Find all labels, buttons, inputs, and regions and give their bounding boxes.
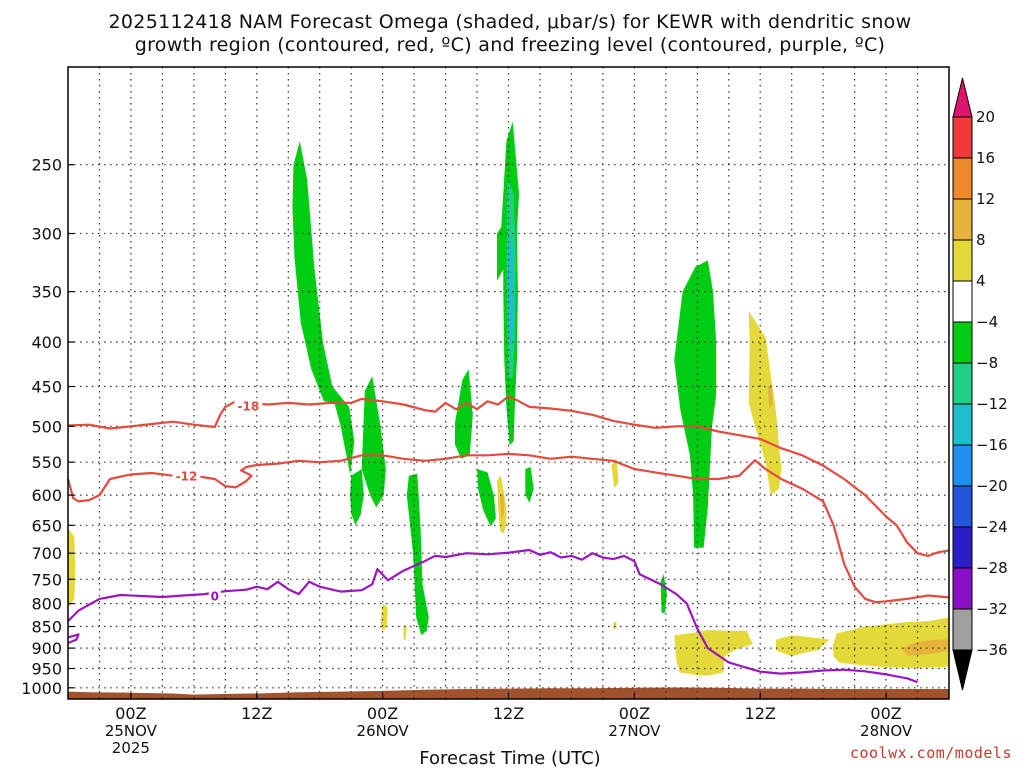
contour-line-0 (67, 395, 950, 557)
x-tick-label-72: 00Z (870, 704, 901, 723)
y-tick-label-800: 800 (31, 595, 62, 614)
y-tick-label-700: 700 (31, 544, 62, 563)
contour-label-bg-2 (208, 588, 221, 603)
colorbar-swatch-8 (952, 444, 973, 487)
colorbar-swatch-4 (952, 280, 973, 323)
x-tick-label-24: 00Z (367, 704, 398, 723)
omega-region-4 (455, 369, 473, 459)
colorbar-swatch-11 (952, 567, 973, 610)
omega-region-18 (613, 622, 617, 629)
omega-region-10 (674, 260, 717, 548)
x-year-label-0: 2025 (112, 739, 150, 757)
colorbar-label-4: 4 (976, 272, 986, 290)
colorbar-label-0: 20 (976, 108, 995, 126)
colorbar-top-arrow (952, 77, 973, 118)
omega-region-1 (361, 376, 386, 508)
contour-label-bg-1 (172, 468, 201, 483)
colorbar-swatch-5 (952, 321, 973, 364)
x-tick-label-12: 12Z (241, 704, 272, 723)
colorbar-label-10: −24 (976, 518, 1008, 536)
y-tick-label-400: 400 (31, 333, 62, 352)
credit-text: coolwx.com/models (850, 744, 1012, 762)
contour-label-0: -18 (238, 399, 260, 413)
colorbar: 20 16 12 8 4 −4 −8 −12 −16 −20 −24 −28 −32 −36 (952, 77, 1008, 691)
x-tick-label-60: 12Z (745, 704, 776, 723)
omega-region-12 (68, 528, 76, 606)
y-tick-label-300: 300 (31, 225, 62, 244)
colorbar-swatch-0 (952, 116, 973, 159)
colorbar-swatch-12 (952, 608, 973, 651)
omega-shading-layer (68, 121, 949, 676)
omega-region-8 (507, 233, 515, 347)
chart-title-line1: 2025112418 NAM Forecast Omega (shaded, μ… (109, 11, 912, 33)
y-tick-label-650: 650 (31, 516, 62, 535)
omega-region-16 (500, 493, 505, 520)
y-tick-label-450: 450 (31, 378, 62, 397)
omega-region-3 (406, 473, 429, 636)
colorbar-label-9: −20 (976, 477, 1008, 495)
omega-region-13 (380, 603, 388, 631)
x-date-label-24: 26NOV (357, 722, 410, 740)
contour-line-2 (67, 548, 918, 684)
colorbar-swatch-7 (952, 403, 973, 446)
colorbar-swatch-1 (952, 157, 973, 200)
x-axis-title: Forecast Time (UTC) (419, 748, 600, 768)
y-tick-label-350: 350 (31, 283, 62, 302)
colorbar-label-12: −32 (976, 600, 1008, 618)
y-tick-label-1000: 1000 (21, 679, 62, 698)
x-tick-label-48: 00Z (619, 704, 650, 723)
omega-region-22 (775, 635, 830, 657)
contour-label-1: -12 (176, 470, 198, 484)
x-date-label-48: 27NOV (608, 722, 661, 740)
colorbar-label-3: 8 (976, 231, 986, 249)
colorbar-swatch-9 (952, 485, 973, 528)
omega-region-23 (832, 617, 949, 668)
colorbar-swatch-10 (952, 526, 973, 569)
colorbar-label-11: −28 (976, 559, 1008, 577)
omega-region-0 (292, 141, 355, 475)
y-tick-label-850: 850 (31, 618, 62, 637)
omega-region-24 (901, 639, 949, 656)
y-tick-label-750: 750 (31, 570, 62, 589)
colorbar-bottom-arrow (952, 649, 973, 691)
colorbar-label-8: −16 (976, 436, 1008, 454)
omega-region-2 (350, 469, 364, 526)
colorbar-label-13: −36 (976, 641, 1008, 659)
x-date-label-0: 25NOV (105, 722, 158, 740)
y-tick-label-500: 500 (31, 417, 62, 436)
contour-label-layer: -18 -12 0 (172, 398, 263, 604)
y-tick-label-250: 250 (31, 156, 62, 175)
colorbar-label-5: −4 (976, 313, 998, 331)
y-axis: 250 300 350 400 450 500 550 600 650 700 750 800 850 9… (21, 156, 74, 698)
x-tick-label-36: 12Z (493, 704, 524, 723)
colorbar-label-1: 16 (976, 149, 995, 167)
x-tick-label-0: 00Z (115, 704, 146, 723)
colorbar-label-2: 12 (976, 190, 995, 208)
omega-region-20 (767, 384, 773, 410)
y-tick-label-900: 900 (31, 639, 62, 658)
contour-label-bg-0 (234, 398, 263, 413)
omega-region-19 (748, 310, 782, 496)
y-tick-label-950: 950 (31, 660, 62, 679)
contour-label-2: 0 (211, 590, 219, 604)
y-tick-label-600: 600 (31, 486, 62, 505)
y-tick-label-550: 550 (31, 453, 62, 472)
colorbar-swatch-2 (952, 198, 973, 241)
colorbar-label-7: −12 (976, 395, 1008, 413)
colorbar-swatch-6 (952, 362, 973, 405)
chart-title-line2: growth region (contoured, red, ºC) and f… (135, 34, 886, 56)
omega-region-17 (611, 458, 619, 489)
contour-line-3 (67, 633, 80, 645)
colorbar-label-6: −8 (976, 354, 998, 372)
omega-region-14 (403, 624, 407, 640)
omega-region-5 (477, 469, 496, 527)
x-date-label-72: 28NOV (860, 722, 913, 740)
colorbar-swatch-3 (952, 239, 973, 282)
omega-region-9 (525, 467, 534, 503)
